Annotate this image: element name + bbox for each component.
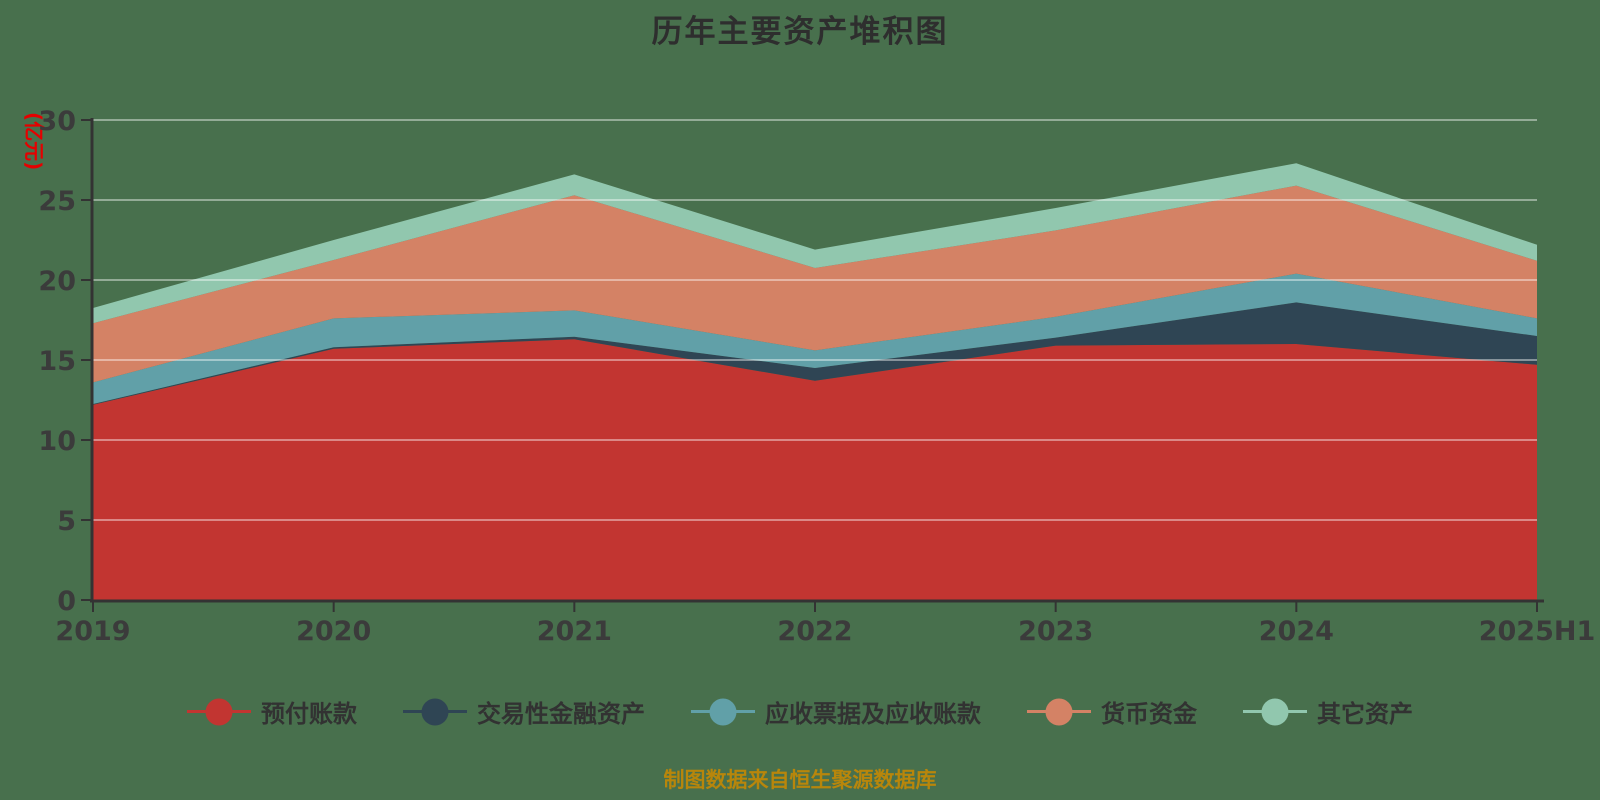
legend-marker-icon (403, 698, 467, 725)
y-tick-label: 0 (57, 586, 76, 617)
area-series-2 (93, 273, 1537, 404)
legend-marker-icon (691, 698, 755, 725)
y-tick-label: 15 (38, 346, 76, 377)
legend-item-2[interactable]: 应收票据及应收账款 (691, 694, 981, 729)
y-tick-label: 20 (38, 266, 76, 297)
area-series-0 (93, 339, 1537, 600)
legend-label: 应收票据及应收账款 (765, 700, 981, 728)
x-tick-label: 2022 (777, 616, 852, 647)
area-series-1 (93, 302, 1537, 405)
legend-label: 其它资产 (1317, 700, 1413, 728)
legend-item-1[interactable]: 交易性金融资产 (403, 694, 645, 729)
y-tick-label: 30 (38, 106, 76, 137)
x-tick-label: 2025H1 (1479, 616, 1596, 647)
area-series-4 (93, 163, 1537, 324)
x-tick-label: 2019 (55, 616, 130, 647)
legend-item-4[interactable]: 其它资产 (1243, 694, 1413, 729)
legend-item-0[interactable]: 预付账款 (187, 694, 357, 729)
x-tick-label: 2023 (1018, 616, 1093, 647)
area-series-3 (93, 185, 1537, 383)
legend-item-3[interactable]: 货币资金 (1027, 694, 1197, 729)
legend-label: 交易性金融资产 (477, 700, 645, 728)
legend-marker-icon (187, 698, 251, 725)
x-tick-label: 2021 (537, 616, 612, 647)
legend-marker-icon (1243, 698, 1307, 725)
legend-marker-icon (1027, 698, 1091, 725)
y-tick-label: 5 (57, 506, 76, 537)
legend-label: 预付账款 (261, 700, 357, 728)
legend: 预付账款 交易性金融资产 应收票据及应收账款 货币资金 其它资产 (0, 694, 1600, 729)
chart-title: 历年主要资产堆积图 (651, 14, 949, 50)
y-tick-label: 10 (38, 426, 76, 457)
y-tick-label: 25 (38, 186, 76, 217)
x-tick-label: 2024 (1259, 616, 1334, 647)
data-source-caption: 制图数据来自恒生聚源数据库 (663, 768, 937, 792)
x-tick-label: 2020 (296, 616, 371, 647)
legend-label: 货币资金 (1101, 700, 1197, 728)
